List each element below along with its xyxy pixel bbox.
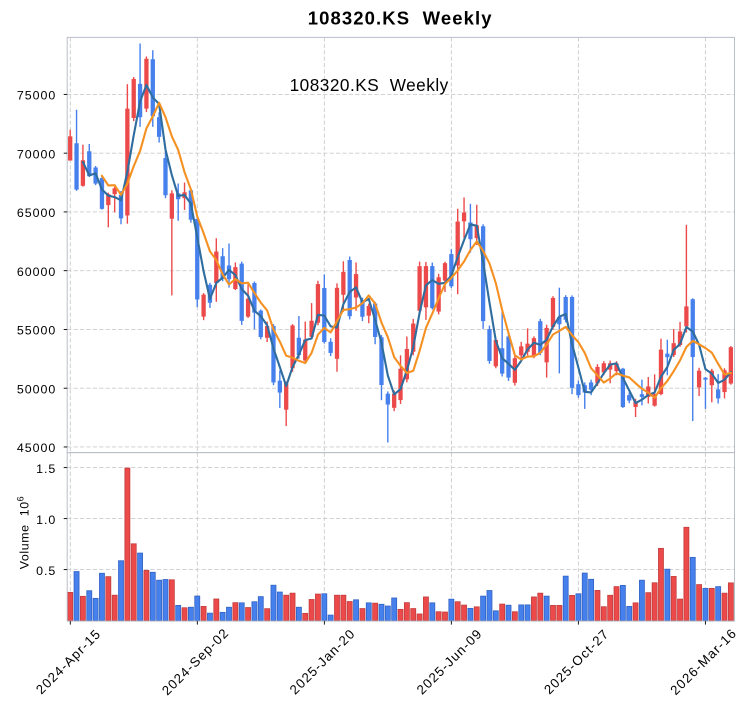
svg-text:70000: 70000 bbox=[17, 147, 56, 161]
svg-text:Volume 106: Volume 106 bbox=[16, 496, 32, 570]
svg-text:75000: 75000 bbox=[17, 89, 56, 103]
svg-text:1.5: 1.5 bbox=[36, 462, 56, 476]
svg-text:50000: 50000 bbox=[17, 382, 56, 396]
svg-text:45000: 45000 bbox=[17, 441, 56, 455]
svg-text:65000: 65000 bbox=[17, 206, 56, 220]
svg-text:108320.KS Weekly: 108320.KS Weekly bbox=[290, 75, 449, 95]
svg-text:0.5: 0.5 bbox=[36, 564, 56, 578]
svg-text:108320.KS Weekly: 108320.KS Weekly bbox=[308, 7, 493, 28]
svg-text:60000: 60000 bbox=[17, 265, 56, 279]
svg-text:1.0: 1.0 bbox=[36, 513, 56, 527]
svg-text:55000: 55000 bbox=[17, 324, 56, 338]
